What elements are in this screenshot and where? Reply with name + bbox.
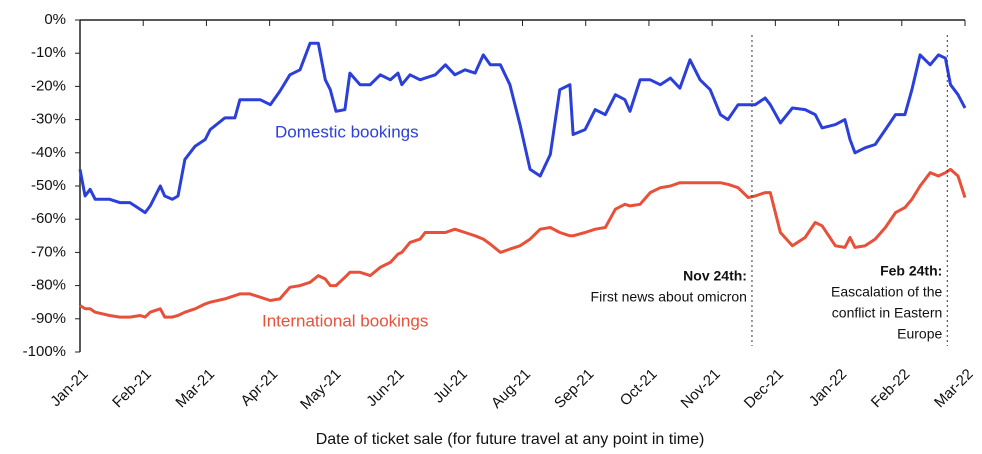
annotation-text: Europe: [897, 326, 942, 342]
x-tick-label: Sep-21: [551, 366, 597, 412]
series-line: [78, 41, 967, 215]
y-tick-label: -90%: [31, 310, 66, 327]
y-tick-label: -30%: [31, 111, 66, 128]
x-tick-label: May-21: [297, 366, 344, 413]
x-axis-label: Date of ticket sale (for future travel a…: [316, 431, 705, 448]
y-tick-label: -40%: [31, 144, 66, 161]
y-tick-label: -80%: [31, 277, 66, 294]
y-tick-label: -20%: [31, 77, 66, 94]
y-tick-label: -70%: [31, 243, 66, 260]
x-tick-label: Feb-22: [868, 366, 914, 412]
series-line: [79, 167, 967, 319]
x-tick-label: Mar-22: [931, 366, 977, 412]
x-tick-label: Aug-21: [488, 366, 534, 412]
x-tick-label: Jul-21: [430, 366, 471, 407]
annotation-text: First news about omicron: [591, 289, 747, 305]
annotation-text: conflict in Eastern: [832, 305, 943, 321]
y-tick-label: 0%: [44, 11, 66, 28]
x-tick-label: Dec-21: [741, 366, 787, 412]
annotation-text: Eascalation of the: [831, 284, 943, 300]
annotation-title: Feb 24th:: [880, 263, 942, 279]
x-tick-label: Jan-21: [47, 366, 91, 410]
y-tick-label: -100%: [23, 343, 66, 360]
annotation-title: Nov 24th:: [683, 268, 747, 284]
y-tick-label: -60%: [31, 210, 66, 227]
series-label: International bookings: [262, 311, 428, 330]
x-tick-label: Feb-21: [109, 366, 155, 412]
x-tick-label: Nov-21: [678, 366, 724, 412]
y-tick-label: -50%: [31, 177, 66, 194]
x-tick-label: Mar-21: [172, 366, 218, 412]
y-tick-label: -10%: [31, 44, 66, 61]
x-tick-label: Oct-21: [617, 366, 661, 410]
x-tick-label: Apr-21: [237, 366, 281, 410]
x-tick-label: Jun-21: [363, 366, 407, 410]
x-tick-label: Jan-22: [806, 366, 850, 410]
series-label: Domestic bookings: [275, 122, 419, 141]
